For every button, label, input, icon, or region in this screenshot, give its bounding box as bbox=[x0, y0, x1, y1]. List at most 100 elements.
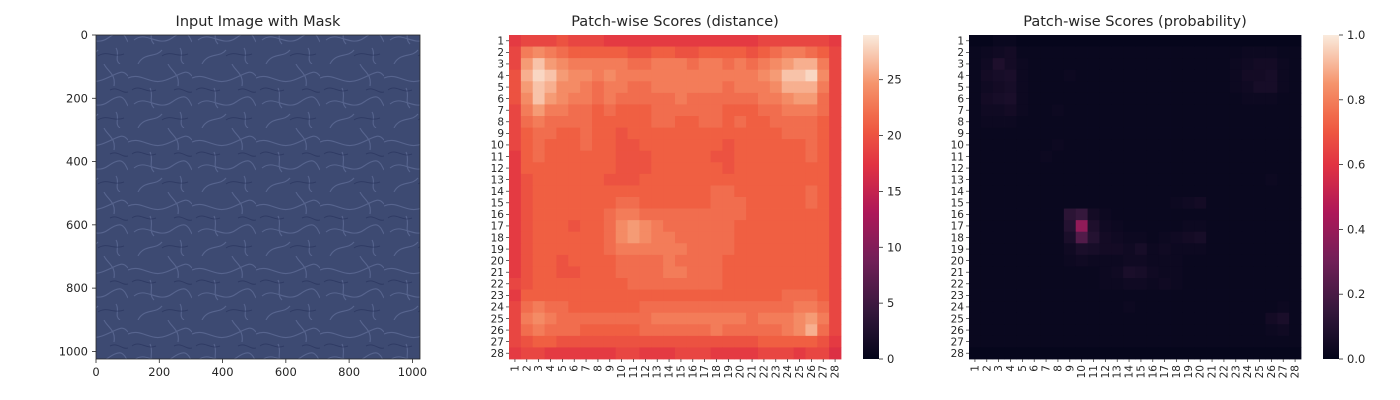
heatmap-cell bbox=[663, 289, 676, 302]
heatmap-cell bbox=[734, 231, 747, 244]
heatmap-cell bbox=[1135, 266, 1148, 279]
colorbar-tick-label: 15 bbox=[887, 184, 902, 198]
heatmap-cell bbox=[1182, 312, 1195, 325]
heatmap-cell bbox=[1182, 150, 1195, 163]
heatmap-cell bbox=[746, 35, 759, 47]
heatmap-cell bbox=[781, 243, 794, 256]
heatmap-cell bbox=[1087, 69, 1100, 82]
heatmap-cell bbox=[663, 278, 676, 290]
heatmap-cell bbox=[568, 254, 581, 267]
heatmap-cell bbox=[758, 46, 771, 59]
heatmap-cell bbox=[615, 185, 628, 198]
heatmap-cell bbox=[969, 289, 982, 302]
heatmap-cell bbox=[722, 139, 735, 152]
row-label: 8 bbox=[957, 117, 964, 129]
heatmap-cell bbox=[1229, 220, 1243, 233]
heatmap-cell bbox=[509, 69, 522, 82]
heatmap-cell bbox=[1146, 208, 1160, 221]
heatmap-cell bbox=[1063, 347, 1077, 360]
heatmap-cell bbox=[1253, 254, 1266, 267]
heatmap-cell bbox=[1158, 69, 1171, 82]
heatmap-cell bbox=[556, 220, 569, 233]
heatmap-cell bbox=[1229, 312, 1243, 325]
heatmap-cell bbox=[746, 335, 759, 348]
heatmap-cell bbox=[1135, 278, 1148, 290]
col-label: 2 bbox=[521, 365, 533, 372]
heatmap-cell bbox=[1206, 116, 1219, 128]
heatmap-cell bbox=[1277, 69, 1290, 82]
heatmap-cell bbox=[1075, 58, 1088, 71]
heatmap-cell bbox=[734, 243, 747, 256]
row-label: 15 bbox=[491, 198, 504, 210]
heatmap-cell bbox=[1194, 231, 1207, 244]
heatmap-cell bbox=[781, 139, 794, 152]
row-label: 21 bbox=[491, 267, 504, 279]
heatmap-cell bbox=[520, 173, 534, 186]
row-label: 19 bbox=[951, 244, 964, 256]
heatmap-cell bbox=[1229, 173, 1243, 186]
heatmap-cell bbox=[781, 162, 794, 175]
heatmap-cell bbox=[627, 173, 640, 186]
heatmap-cell bbox=[1040, 254, 1053, 267]
heatmap-cell bbox=[1123, 312, 1136, 325]
heatmap-cell bbox=[1182, 347, 1195, 360]
heatmap-cell bbox=[1063, 35, 1077, 47]
heatmap-cell bbox=[686, 324, 700, 337]
heatmap-cell bbox=[1194, 301, 1207, 314]
heatmap-cell bbox=[520, 58, 534, 71]
heatmap-cell bbox=[1265, 266, 1278, 279]
col-label: 13 bbox=[1112, 365, 1124, 378]
heatmap-cell bbox=[1146, 266, 1160, 279]
heatmap-cell bbox=[1253, 81, 1266, 94]
colorbar-tick-label: 20 bbox=[887, 129, 902, 143]
heatmap-cell bbox=[663, 162, 676, 175]
heatmap-cell bbox=[520, 289, 534, 302]
heatmap-cell bbox=[746, 104, 759, 117]
heatmap-cell bbox=[781, 58, 794, 71]
heatmap-cell bbox=[627, 254, 640, 267]
heatmap-cell bbox=[829, 35, 842, 47]
heatmap-cell bbox=[969, 301, 982, 314]
col-label: 16 bbox=[687, 365, 699, 379]
heatmap-cell bbox=[1229, 347, 1243, 360]
heatmap-cell bbox=[969, 92, 982, 105]
row-label: 10 bbox=[491, 140, 504, 152]
heatmap-cell bbox=[580, 243, 593, 256]
heatmap-cell bbox=[509, 58, 522, 71]
heatmap-cell bbox=[592, 69, 605, 82]
heatmap-cell bbox=[1170, 335, 1183, 348]
heatmap-cell bbox=[1146, 347, 1160, 360]
heatmap-cell bbox=[1241, 150, 1254, 163]
heatmap-cell bbox=[686, 278, 700, 290]
heatmap-cell bbox=[1277, 243, 1290, 256]
heatmap-cell bbox=[734, 289, 747, 302]
heatmap-cell bbox=[627, 220, 640, 233]
heatmap-cell bbox=[651, 231, 664, 244]
heatmap-cell bbox=[615, 92, 628, 105]
heatmap-cell bbox=[520, 127, 534, 140]
heatmap-cell bbox=[663, 35, 676, 47]
heatmap-cell bbox=[544, 58, 557, 71]
heatmap-cell bbox=[568, 58, 581, 71]
heatmap-cell bbox=[1277, 35, 1290, 47]
heatmap-cell bbox=[793, 254, 806, 267]
heatmap-cell bbox=[1004, 139, 1017, 152]
heatmap-cell bbox=[1170, 116, 1183, 128]
heatmap-cell bbox=[592, 301, 605, 314]
heatmap-cell bbox=[556, 35, 569, 47]
heatmap-cell bbox=[980, 243, 994, 256]
heatmap-cell bbox=[627, 185, 640, 198]
heatmap-cell bbox=[663, 173, 676, 186]
heatmap-cell bbox=[710, 243, 723, 256]
heatmap-cell bbox=[1063, 266, 1077, 279]
heatmap-cell bbox=[1158, 139, 1171, 152]
heatmap-cell bbox=[1052, 197, 1065, 209]
row-label: 6 bbox=[497, 93, 504, 105]
heatmap-cell bbox=[1146, 35, 1160, 47]
heatmap-cell bbox=[1170, 208, 1183, 221]
heatmap-cell bbox=[675, 81, 688, 94]
heatmap-cell bbox=[805, 35, 818, 47]
heatmap-cell bbox=[639, 243, 652, 256]
heatmap-cell bbox=[1146, 69, 1160, 82]
heatmap-cell bbox=[1277, 335, 1290, 348]
